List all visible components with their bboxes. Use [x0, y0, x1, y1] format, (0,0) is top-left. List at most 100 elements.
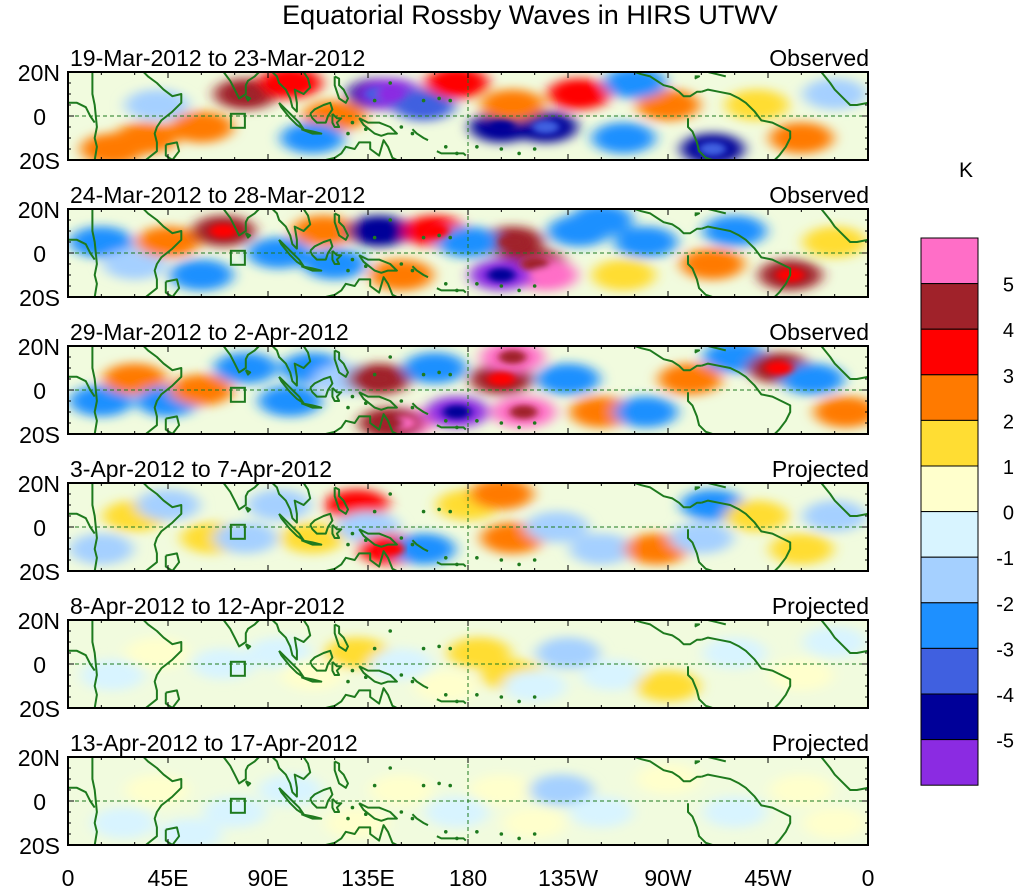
- lon-label: 90E: [248, 865, 289, 890]
- panel-status: Projected: [772, 593, 869, 619]
- island-dot: [372, 98, 377, 103]
- island-dot: [499, 147, 504, 151]
- island-dot: [350, 668, 355, 673]
- lat-label-20s: 20S: [19, 833, 60, 859]
- island-dot: [372, 783, 377, 788]
- coastlines: [68, 209, 868, 297]
- island-dot: [410, 268, 415, 273]
- index-box: [229, 797, 246, 814]
- island-dot: [455, 699, 459, 704]
- lat-label-equator: 0: [33, 789, 46, 815]
- coastlines: [68, 757, 868, 845]
- index-box: [229, 660, 246, 677]
- island-dot: [410, 405, 415, 410]
- coastlines: [68, 620, 868, 708]
- lon-label: 45W: [744, 865, 792, 890]
- island-dot: [443, 830, 448, 834]
- lon-label: 135E: [341, 865, 395, 890]
- island-dot: [437, 644, 441, 649]
- island-dot: [346, 679, 350, 684]
- anomaly-field: [68, 483, 868, 571]
- island-dot: [532, 284, 537, 288]
- island-dot: [388, 492, 393, 496]
- island-dot: [443, 282, 448, 286]
- island-dot: [363, 401, 368, 406]
- island-dot: [421, 783, 426, 788]
- island-dot: [399, 673, 404, 677]
- island-dot: [532, 695, 537, 699]
- island-dot: [475, 419, 479, 423]
- island-dot: [532, 421, 537, 425]
- map-panel: 20N 0 20S 19-Mar-2012 to 23-Mar-2012 Observe…: [18, 45, 869, 174]
- island-dot: [399, 125, 404, 129]
- lat-label-equator: 0: [33, 652, 46, 678]
- colorbar-cell: [920, 647, 979, 695]
- colorbar-tick-label: -1: [996, 548, 1014, 570]
- colorbar-cell: [920, 556, 979, 604]
- island-dot: [346, 405, 350, 410]
- panel-date-range: 24-Mar-2012 to 28-Mar-2012: [70, 182, 365, 208]
- lat-label-20n: 20N: [18, 60, 60, 86]
- island-dot: [499, 421, 504, 425]
- lon-label: 135W: [538, 865, 598, 890]
- colorbar-tick-label: -2: [996, 594, 1014, 616]
- island-dot: [363, 264, 368, 269]
- index-box: [229, 386, 246, 403]
- island-dot: [372, 235, 377, 240]
- island-dot: [388, 629, 393, 633]
- map-panel: 20N 0 20S 3-Apr-2012 to 7-Apr-2012 Projected: [18, 456, 869, 585]
- lat-label-20s: 20S: [19, 285, 60, 311]
- colorbar-cell: [920, 739, 979, 786]
- lon-label: 90W: [644, 865, 692, 890]
- colorbar-cell: [920, 465, 979, 513]
- island-dot: [421, 646, 426, 651]
- island-dot: [388, 766, 393, 770]
- index-box: [229, 112, 246, 129]
- colorbar-tick-label: -3: [996, 639, 1014, 661]
- island-dot: [372, 646, 377, 651]
- index-box: [229, 249, 246, 266]
- island-dot: [350, 394, 355, 399]
- island-dot: [410, 542, 415, 547]
- island-dot: [448, 372, 453, 377]
- panel-status: Projected: [772, 456, 869, 482]
- lat-label-equator: 0: [33, 241, 46, 267]
- figure-title: Equatorial Rossby Waves in HIRS UTWV: [282, 0, 778, 30]
- panel-date-range: 29-Mar-2012 to 2-Apr-2012: [70, 319, 349, 345]
- colorbar-tick-label: 4: [1003, 320, 1014, 342]
- colorbar-cell: [920, 511, 979, 558]
- island-dot: [388, 218, 393, 222]
- island-dot: [399, 262, 404, 266]
- island-dot: [532, 147, 537, 151]
- island-dot: [475, 556, 479, 560]
- colorbar-tick-label: 1: [1003, 457, 1014, 479]
- colorbar-cell: [920, 419, 979, 467]
- island-dot: [517, 836, 521, 841]
- island-dot: [499, 695, 504, 699]
- island-dot: [475, 145, 479, 149]
- colorbar-cell: [920, 693, 979, 741]
- colorbar-tick-label: -4: [996, 685, 1014, 707]
- island-dot: [475, 282, 479, 286]
- lat-label-20n: 20N: [18, 334, 60, 360]
- island-dot: [455, 836, 459, 841]
- lat-label-20s: 20S: [19, 148, 60, 174]
- island-dot: [499, 832, 504, 836]
- island-dot: [448, 235, 453, 240]
- island-dot: [363, 812, 368, 816]
- island-dot: [443, 145, 448, 149]
- island-dot: [455, 562, 459, 567]
- anomaly-field: [68, 72, 868, 160]
- map-panel: 20N 0 20S 29-Mar-2012 to 2-Apr-2012 Observed: [18, 319, 869, 448]
- island-dot: [517, 288, 521, 293]
- colorbar-tick-label: 0: [1003, 503, 1014, 525]
- colorbar-unit: K: [959, 159, 973, 182]
- island-dot: [517, 425, 521, 430]
- coastlines: [68, 346, 868, 434]
- panel-date-range: 3-Apr-2012 to 7-Apr-2012: [70, 456, 332, 482]
- map-panel: 20N 0 20S 13-Apr-2012 to 17-Apr-2012 Project…: [18, 730, 869, 859]
- panel-date-range: 8-Apr-2012 to 12-Apr-2012: [70, 593, 345, 619]
- colorbar-tick-label: 3: [1003, 366, 1014, 388]
- island-dot: [443, 419, 448, 423]
